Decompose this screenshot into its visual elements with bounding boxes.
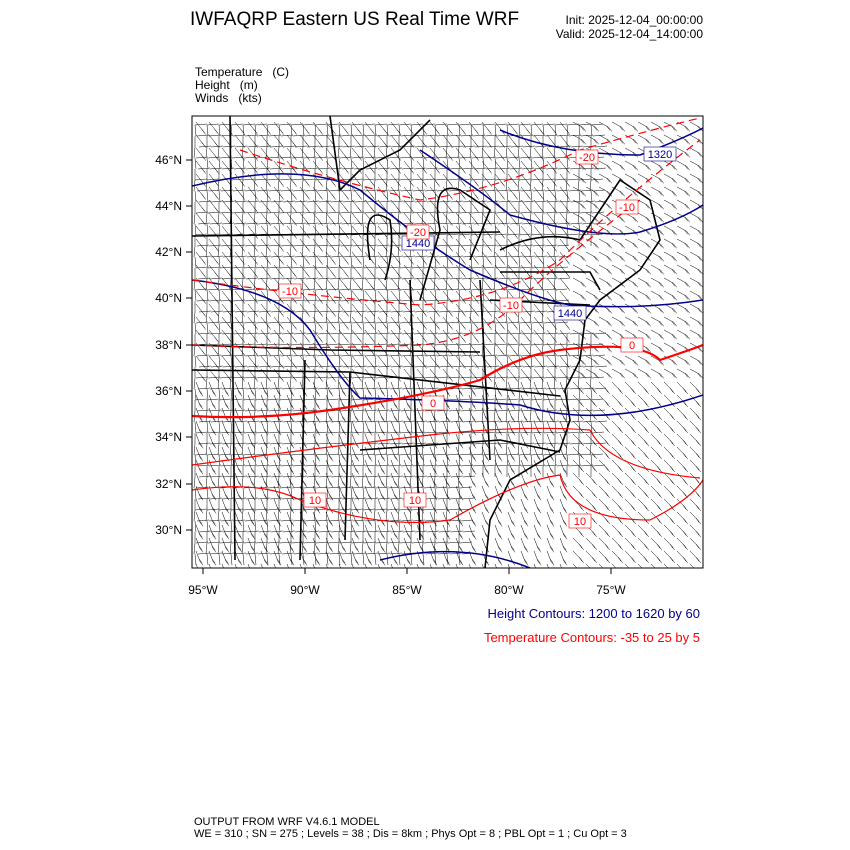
field-winds: Winds (kts) bbox=[195, 91, 262, 105]
height-label-box bbox=[553, 305, 587, 321]
temperature-label-box bbox=[421, 395, 445, 411]
temperature-label-box bbox=[620, 337, 644, 353]
lat-label: 30°N bbox=[155, 523, 182, 537]
lat-label: 32°N bbox=[155, 477, 182, 491]
lon-label: 90°W bbox=[290, 583, 320, 597]
temperature-contours bbox=[192, 117, 703, 524]
plot-title: IWFAQRP Eastern US Real Time WRF bbox=[190, 9, 520, 30]
map-frame bbox=[191, 115, 704, 569]
temperature-contour-label: -20 bbox=[579, 152, 595, 164]
lat-label: 40°N bbox=[155, 291, 182, 305]
field-unit: (C) bbox=[272, 65, 290, 79]
temperature-contour-label: -10 bbox=[282, 286, 298, 298]
lat-label: 42°N bbox=[155, 245, 182, 259]
lon-label: 95°W bbox=[188, 583, 218, 597]
height-contours bbox=[192, 127, 703, 568]
temperature-contour-label: -10 bbox=[503, 300, 519, 312]
temperature-contour-label: 10 bbox=[574, 516, 586, 528]
height-contour-label: 1440 bbox=[406, 238, 430, 250]
field-name: Winds bbox=[195, 91, 229, 105]
footer-config: WE = 310 ; SN = 275 ; Levels = 38 ; Dis … bbox=[194, 828, 627, 840]
height-contour-label: 1320 bbox=[648, 149, 672, 161]
temperature-contour-label: 0 bbox=[430, 398, 436, 410]
wind-barb bbox=[195, 121, 703, 568]
height-contour-legend: Height Contours: 1200 to 1620 by 60 bbox=[487, 606, 700, 621]
temperature-label-box bbox=[406, 224, 430, 240]
lat-label: 36°N bbox=[155, 384, 182, 398]
temperature-label-box bbox=[575, 149, 599, 165]
temperature-contour-legend: Temperature Contours: -35 to 25 by 5 bbox=[483, 630, 700, 645]
wind-barbs bbox=[195, 121, 703, 568]
temperature-label-box bbox=[499, 297, 523, 313]
temperature-label-box bbox=[303, 492, 327, 508]
state-boundaries bbox=[192, 116, 661, 568]
county-lines bbox=[193, 123, 608, 566]
height-label-box bbox=[643, 146, 677, 162]
lat-label: 38°N bbox=[155, 338, 182, 352]
field-temperature: Temperature (C) bbox=[195, 65, 289, 79]
temperature-contour-label: -10 bbox=[619, 202, 635, 214]
temperature-contour-label: -20 bbox=[410, 227, 426, 239]
lat-label: 44°N bbox=[155, 199, 182, 213]
map-axes: 46°N 44°N 42°N 40°N 38°N 36°N 34°N 32°N 30°N 95°W… bbox=[155, 153, 626, 597]
temperature-label-box bbox=[615, 199, 639, 215]
lat-label: 34°N bbox=[155, 430, 182, 444]
lon-label: 80°W bbox=[494, 583, 524, 597]
temperature-contour-label: 10 bbox=[309, 495, 321, 507]
height-contour-label: 1440 bbox=[558, 308, 582, 320]
temperature-label-box bbox=[278, 283, 302, 299]
county-grid bbox=[193, 123, 608, 566]
footer-model: OUTPUT FROM WRF V4.6.1 MODEL bbox=[194, 816, 380, 828]
temperature-contour-label: 10 bbox=[409, 495, 421, 507]
field-name: Temperature bbox=[195, 65, 263, 79]
lon-label: 75°W bbox=[596, 583, 626, 597]
temperature-label-box bbox=[403, 492, 427, 508]
init-time: Init: 2025-12-04_00:00:00 bbox=[565, 13, 703, 27]
temperature-contour-label: 0 bbox=[629, 340, 635, 352]
field-unit: (m) bbox=[239, 78, 258, 92]
lon-label: 85°W bbox=[392, 583, 422, 597]
valid-time: Valid: 2025-12-04_14:00:00 bbox=[555, 27, 703, 41]
temperature-label-box bbox=[568, 513, 592, 529]
lat-label: 46°N bbox=[155, 153, 182, 167]
field-height: Height (m) bbox=[195, 78, 258, 92]
field-unit: (kts) bbox=[238, 91, 262, 105]
field-name: Height bbox=[195, 78, 230, 92]
